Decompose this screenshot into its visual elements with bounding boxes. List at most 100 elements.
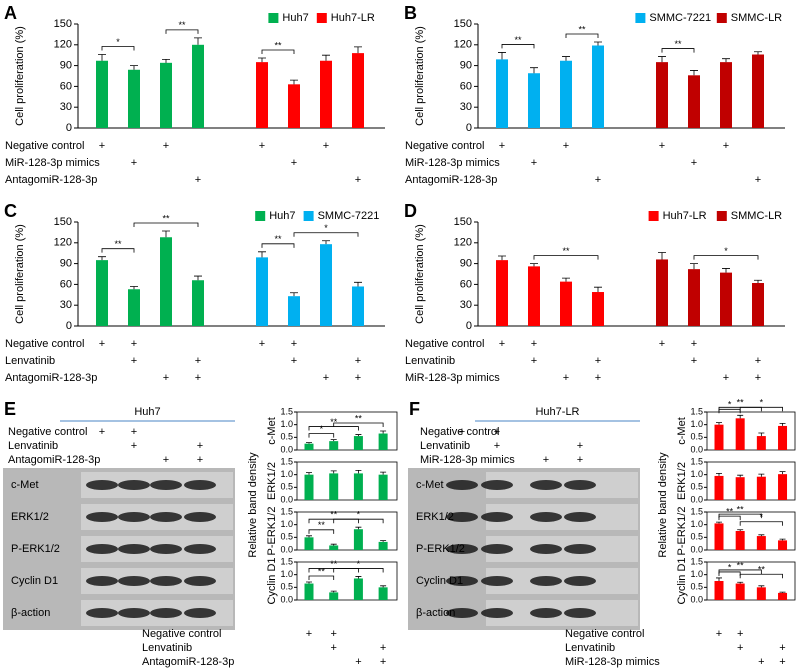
condition-label: MiR-128-3p mimics [405,372,500,384]
condition-mark: + [195,372,201,384]
bar [592,292,604,326]
error-bar [290,292,298,297]
blot-band [184,608,216,618]
legend-swatch [635,13,646,23]
significance-label: ** [330,510,338,520]
protein-label: P-ERK1/2 [416,543,465,555]
y-tick-label: 0.0 [690,594,703,604]
significance-label: ** [330,559,338,569]
bar [96,60,108,128]
error-bar [355,469,362,474]
bar [329,592,339,600]
y-tick-label: 120 [54,39,72,51]
y-tick-label: 1.0 [280,469,293,479]
bar [353,578,363,600]
blot-band [481,512,513,522]
error-bar [658,252,666,260]
bar [320,60,332,128]
blot-band [86,512,118,522]
error-bar [322,54,330,61]
condition-mark: + [531,157,537,169]
blot-band [118,576,150,586]
significance-label: ** [318,520,326,530]
significance-label: ** [178,20,186,30]
blot-band [446,544,478,554]
condition-mark: + [131,426,137,438]
error-bar [130,65,138,70]
y-tick-label: 1.0 [690,419,703,429]
error-bar [716,473,722,476]
blot-band [86,544,118,554]
legend-label: Huh7-LR [663,210,707,222]
condition-mark: + [355,355,361,367]
bar [128,289,140,326]
error-bar [737,474,744,478]
significance-label: ** [274,40,282,50]
condition-mark: + [595,372,601,384]
error-bar [330,543,337,546]
condition-mark: + [563,140,569,152]
error-bar [530,67,538,74]
condition-label: MiR-128-3p mimics [405,157,500,169]
significance-bracket [261,49,295,54]
error-bar [194,37,202,45]
significance-bracket [693,255,759,260]
legend-swatch [316,13,327,23]
error-bar [779,591,786,593]
panel-letter: C [4,201,17,221]
y-tick-label: 60 [460,80,472,92]
bar [778,540,788,550]
blot-band [564,480,596,490]
error-bar [658,56,666,63]
condition-label: Negative control [142,628,222,640]
condition-mark: + [291,157,297,169]
error-bar [380,430,387,434]
condition-label: Negative control [420,426,500,438]
error-bar [354,46,362,54]
significance-label: ** [674,39,682,49]
legend-label: Huh7-LR [331,12,375,24]
significance-label: ** [737,398,745,408]
error-bar [355,434,362,437]
condition-mark: + [563,372,569,384]
condition-label: AntagomiR-128-3p [8,454,100,466]
condition-mark: + [99,426,105,438]
legend-swatch [255,211,266,221]
blot-band [86,480,118,490]
y-tick-label: 60 [460,278,472,290]
condition-label: Lenvatinib [8,440,58,452]
blot-band [481,608,513,618]
y-tick-label: 0.5 [280,582,293,592]
condition-mark: + [197,440,203,452]
significance-bracket [739,406,783,412]
significance-bracket [565,33,599,39]
blot-band [564,576,596,586]
condition-mark: + [259,338,265,350]
significance-label: * [728,400,732,410]
bar [735,477,745,500]
legend-label: Huh7 [282,12,308,24]
blot-band [184,544,216,554]
condition-mark: + [716,628,722,640]
blot-band [184,512,216,522]
bar [714,475,724,500]
protein-label: ERK1/2 [11,511,49,523]
condition-mark: + [131,338,137,350]
legend-swatch [268,13,279,23]
significance-bracket [133,222,199,228]
y-tick-label: 0.5 [690,582,703,592]
blot-title: Huh7 [134,406,160,418]
condition-label: Negative control [5,338,85,350]
bar [560,60,572,128]
y-axis-label: Relative band density [657,452,669,558]
legend-label: SMMC-LR [731,210,782,222]
condition-mark: + [577,440,583,452]
significance-bracket [308,426,359,431]
bar [688,75,700,128]
condition-mark: + [595,174,601,186]
condition-mark: + [163,372,169,384]
significance-bracket [293,232,359,237]
error-bar [716,577,722,581]
significance-bracket [101,46,135,51]
y-tick-label: 0.0 [280,594,293,604]
